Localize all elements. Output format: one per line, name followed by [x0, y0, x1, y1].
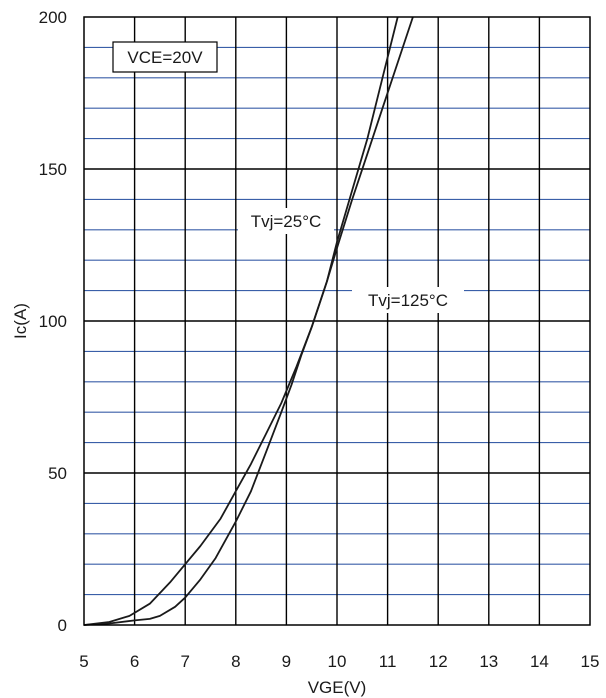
x-tick-label: 7: [180, 652, 189, 671]
y-tick-label: 0: [58, 616, 67, 635]
x-tick-label: 10: [328, 652, 347, 671]
x-axis-label: VGE(V): [308, 678, 367, 697]
major-grid: [84, 17, 590, 625]
x-tick-label: 8: [231, 652, 240, 671]
condition-box: VCE=20V: [112, 41, 218, 73]
curve-125-label: Tvj=125°C: [368, 291, 448, 310]
x-tick-labels: 5 6 7 8 9 10 11 12 13 14 15: [79, 652, 599, 671]
series-layer: [83, 16, 414, 626]
curve-25-annotation: Tvj=25°C: [238, 208, 334, 234]
y-tick-label: 100: [39, 312, 67, 331]
y-tick-label: 50: [48, 464, 67, 483]
series-tvj-25-line: [83, 16, 399, 626]
series-tvj-125-line: [83, 16, 414, 626]
x-tick-label: 15: [581, 652, 600, 671]
x-tick-label: 13: [479, 652, 498, 671]
x-tick-label: 9: [282, 652, 291, 671]
x-tick-label: 11: [379, 652, 397, 671]
plot-frame: [83, 16, 591, 626]
x-tick-label: 12: [429, 652, 448, 671]
y-tick-label: 200: [39, 8, 67, 27]
x-tick-label: 5: [79, 652, 88, 671]
curve-25-label-bg: [238, 208, 334, 234]
y-axis-label: Ic(A): [11, 303, 30, 339]
x-tick-label: 14: [530, 652, 549, 671]
condition-label: VCE=20V: [127, 48, 203, 67]
curve-125-label-bg: [352, 287, 464, 313]
y-tick-label: 150: [39, 160, 67, 179]
curve-125-annotation: Tvj=125°C: [352, 287, 464, 313]
y-tick-labels: 0 50 100 150 200: [39, 8, 67, 635]
condition-box-frame: [112, 41, 218, 73]
curve-25-label: Tvj=25°C: [251, 212, 322, 231]
x-tick-label: 6: [130, 652, 139, 671]
